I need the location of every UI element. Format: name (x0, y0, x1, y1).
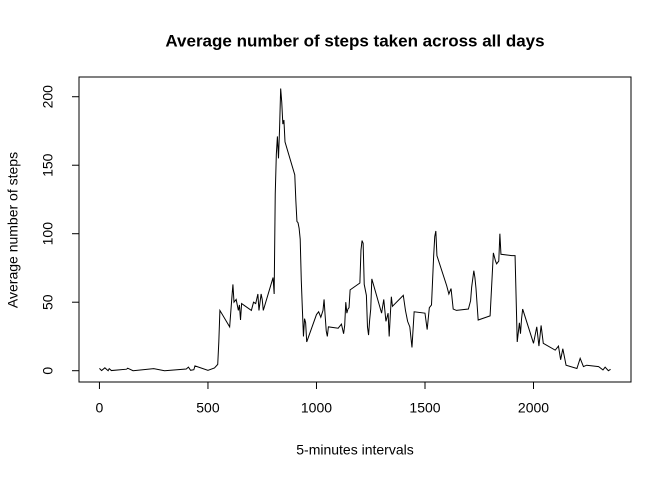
data-line (99, 88, 611, 372)
x-tick-label: 2000 (518, 400, 549, 416)
y-axis-label: Average number of steps (5, 152, 21, 308)
y-tick-label: 200 (40, 85, 56, 109)
plot-frame (78, 76, 632, 383)
y-tick-label: 0 (40, 367, 56, 375)
x-tick-label: 1500 (409, 400, 440, 416)
chart-title: Average number of steps taken across all… (165, 31, 544, 50)
x-tick-label: 1000 (301, 400, 332, 416)
x-tick-label: 0 (96, 400, 104, 416)
y-tick-label: 150 (40, 153, 56, 177)
y-tick-label: 100 (40, 222, 56, 246)
x-tick-label: 500 (196, 400, 220, 416)
y-tick-label: 50 (40, 294, 56, 310)
x-axis-label: 5-minutes intervals (296, 442, 414, 458)
